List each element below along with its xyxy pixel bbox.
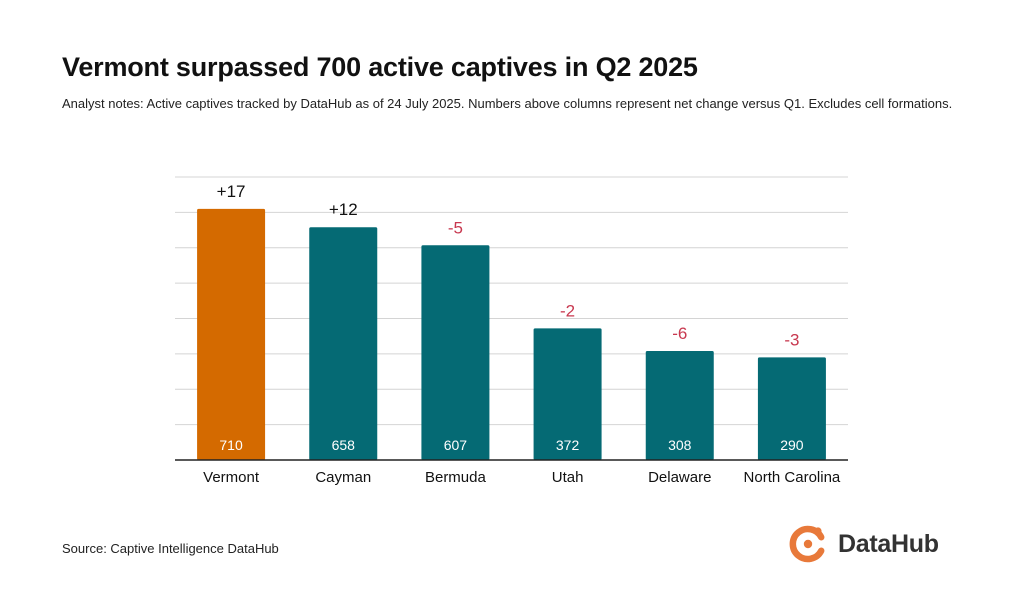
source-note: Source: Captive Intelligence DataHub <box>62 541 279 556</box>
chart-title: Vermont surpassed 700 active captives in… <box>62 52 698 82</box>
brand-name: DataHub <box>838 529 939 558</box>
bar-value-label: 308 <box>668 437 692 453</box>
change-label: -5 <box>448 218 463 237</box>
x-tick-label: Cayman <box>315 469 371 486</box>
change-label: +17 <box>217 182 246 201</box>
data-labels: 710 +17 Vermont 658 +12 Cayman 607 -5 Bermuda 372… <box>203 182 841 486</box>
x-tick-label: Utah <box>552 469 584 486</box>
x-tick-label: Vermont <box>203 469 260 486</box>
x-tick-label: North Carolina <box>744 469 841 486</box>
bar-value-label: 372 <box>556 437 580 453</box>
change-label: +12 <box>329 200 358 219</box>
bar-bermuda <box>421 245 490 460</box>
bar-north-carolina <box>757 357 826 460</box>
bar-cayman <box>309 227 378 460</box>
change-label: -3 <box>784 330 799 349</box>
chart-subtitle: Analyst notes: Active captives tracked b… <box>62 96 953 111</box>
x-tick-label: Bermuda <box>425 469 487 486</box>
brand-logo: DataHub <box>788 524 939 564</box>
bar-value-label: 658 <box>332 437 356 453</box>
change-label: -6 <box>672 324 687 343</box>
bar-delaware <box>645 351 714 460</box>
change-label: -2 <box>560 301 575 320</box>
datahub-logo-icon <box>789 525 825 563</box>
bar-value-label: 290 <box>780 437 804 453</box>
bar-value-label: 607 <box>444 437 468 453</box>
bar-value-label: 710 <box>219 437 243 453</box>
bars <box>197 208 826 460</box>
gridlines <box>175 176 848 426</box>
bar-vermont <box>197 208 266 460</box>
bar-utah <box>533 328 602 460</box>
x-tick-label: Delaware <box>648 469 711 486</box>
